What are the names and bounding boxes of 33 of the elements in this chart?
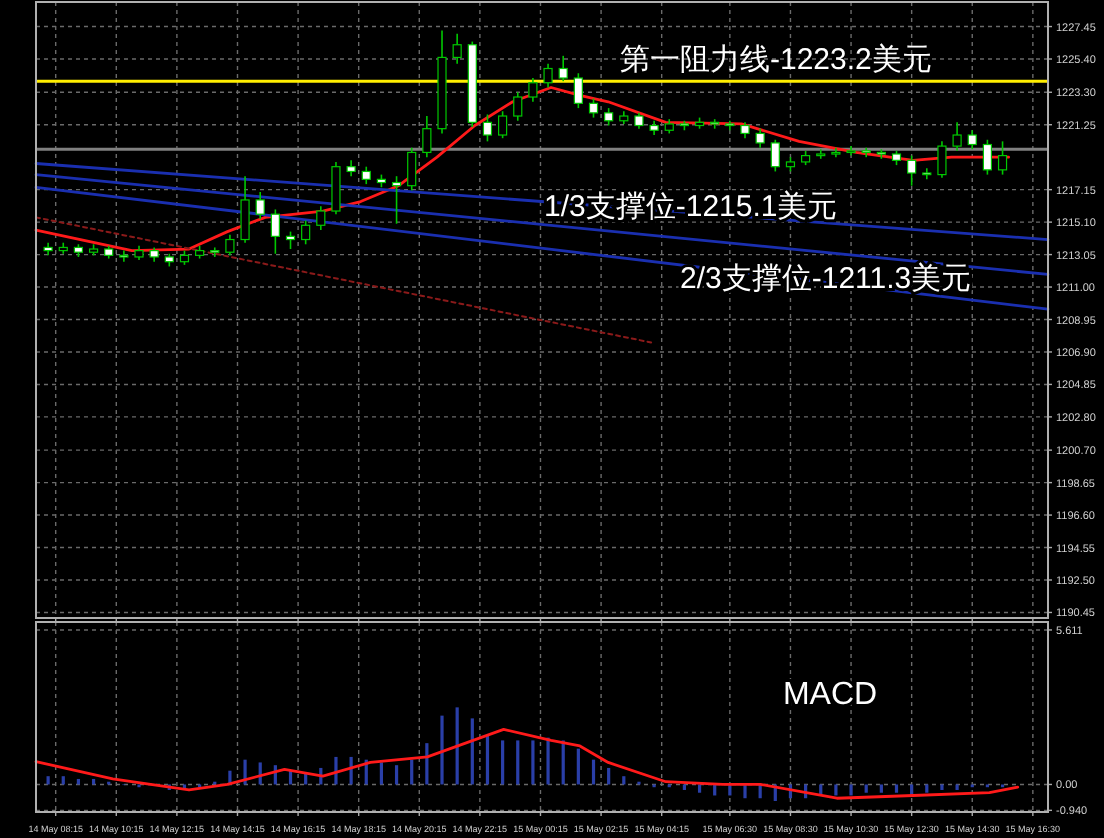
candlestick: [755, 127, 765, 149]
candlestick: [846, 145, 856, 157]
candlestick: [240, 175, 250, 244]
candlestick: [270, 208, 280, 255]
candlestick: [513, 91, 523, 122]
candlestick: [422, 115, 432, 158]
candlestick: [331, 161, 341, 215]
candlestick: [982, 138, 992, 176]
candlestick: [937, 140, 947, 179]
candlestick: [452, 32, 462, 65]
candlestick: [528, 77, 538, 103]
candlestick: [816, 148, 826, 160]
candlestick: [210, 246, 220, 258]
candlestick: [301, 219, 311, 246]
candlestick: [907, 154, 917, 187]
candlestick: [255, 191, 265, 220]
ref-line-label: 第一阻力线-1223.2美元: [620, 43, 932, 78]
candlestick: [316, 205, 326, 231]
candlestick: [573, 72, 583, 109]
candlestick: [407, 146, 417, 192]
candlestick: [558, 55, 568, 82]
candlestick: [997, 140, 1008, 176]
candlestick: [391, 175, 402, 225]
candlestick: [482, 113, 493, 143]
candlestick: [498, 110, 508, 139]
candlestick: [952, 121, 962, 152]
candlestick: [710, 118, 720, 130]
annotation: MACD: [782, 678, 878, 712]
candlestick: [588, 97, 599, 119]
candlestick: [543, 62, 553, 89]
candlestick: [770, 138, 780, 173]
candlestick: [967, 129, 977, 151]
candlestick: [225, 233, 235, 257]
